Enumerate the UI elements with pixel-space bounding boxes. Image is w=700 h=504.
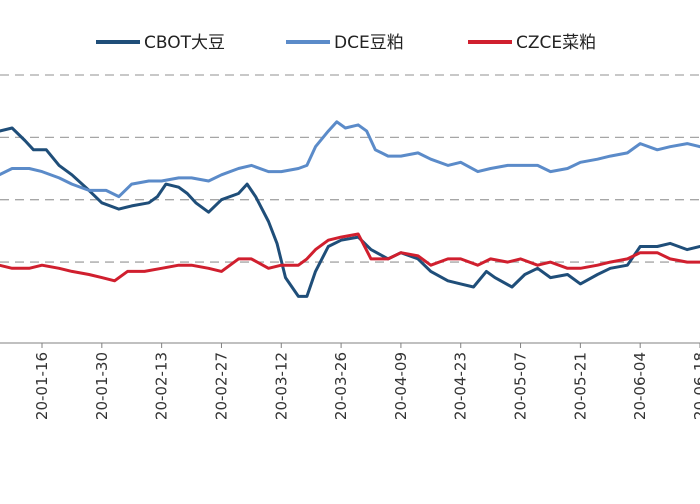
x-tick-label: 20-03-12 [272, 352, 290, 420]
x-tick-label: 20-04-09 [392, 352, 410, 420]
x-tick-label: 20-02-13 [153, 352, 171, 420]
series-line-2 [0, 120, 700, 199]
x-tick-label: 20-06-04 [631, 352, 649, 420]
x-tick-label: 20-04-23 [452, 352, 470, 420]
gridlines [0, 74, 700, 263]
x-tick-label: 20-05-21 [571, 352, 589, 420]
x-tick-label: 20-02-27 [212, 352, 230, 420]
legend-label: CZCE菜粕 [516, 33, 596, 53]
legend: CBOT大豆 DCE豆粕 CZCE菜粕 [96, 33, 596, 53]
x-tick-label: 20-03-26 [332, 352, 350, 420]
series-line-1 [0, 126, 700, 298]
series-lines [0, 120, 700, 298]
x-axis: 20-01-16 20-01-30 20-02-13 20-02-27 20-03-12… [0, 342, 700, 420]
x-tick-label: 20-06-18 [691, 352, 700, 420]
x-tick-label: 20-01-30 [93, 352, 111, 420]
legend-label: DCE豆粕 [334, 33, 404, 53]
legend-label: CBOT大豆 [144, 33, 225, 53]
x-tick-label: 20-05-07 [512, 352, 530, 420]
x-tick-label: 20-01-16 [33, 352, 51, 420]
series-line-3 [0, 232, 700, 283]
